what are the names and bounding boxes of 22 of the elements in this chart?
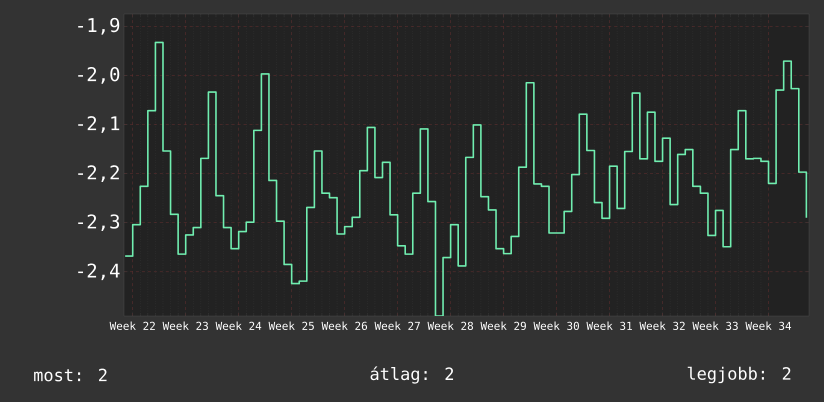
x-tick-label: Week 31 — [586, 322, 632, 330]
x-tick-label: Week 25 — [268, 322, 314, 330]
x-tick-label: Week 27 — [374, 322, 420, 330]
x-tick-label: Week 22 — [110, 322, 155, 330]
y-tick-label: -2,1 — [78, 116, 120, 133]
x-tick-label: Week 29 — [480, 322, 526, 330]
x-tick-label: Week 28 — [428, 322, 473, 330]
y-tick-label: -2,0 — [78, 67, 120, 84]
x-tick-label: Week 30 — [533, 322, 579, 330]
y-tick-label: -2,3 — [78, 214, 120, 232]
x-tick-label: Week 26 — [322, 322, 368, 330]
text: legjobb: 2 — [688, 366, 790, 384]
text: átlag: 2 — [370, 366, 454, 384]
x-tick-label: Week 23 — [162, 322, 208, 330]
x-tick-label: Week 33 — [692, 322, 738, 330]
x-tick-label: Week 34 — [745, 322, 792, 330]
y-tick-label: -1,9 — [78, 18, 120, 35]
x-tick-label: Week 24 — [216, 322, 262, 330]
text: most: 2 — [34, 368, 107, 382]
x-tick-label: Week 32 — [639, 322, 685, 330]
y-tick-label: -2,2 — [78, 165, 119, 182]
y-tick-label: -2,4 — [78, 263, 120, 280]
